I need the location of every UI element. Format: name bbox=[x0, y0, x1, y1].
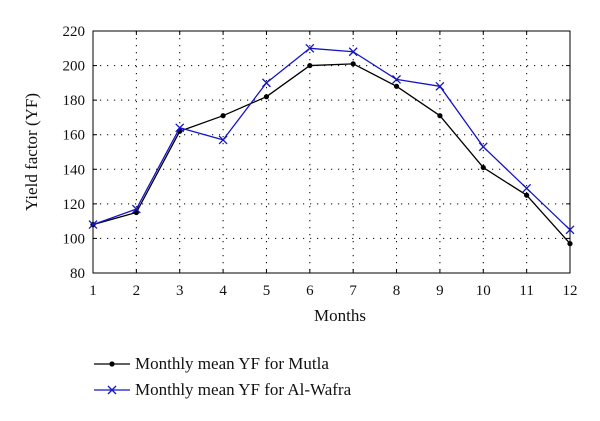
data-point-mutla bbox=[567, 241, 573, 247]
data-point-al-wafra bbox=[88, 220, 98, 230]
series-line-al-wafra bbox=[92, 47, 571, 231]
legend-entry-mutla: Monthly mean YF for Mutla bbox=[94, 354, 329, 373]
legend-marker-mutla bbox=[109, 361, 115, 367]
data-point-al-wafra bbox=[348, 47, 358, 57]
data-point-al-wafra bbox=[565, 225, 575, 235]
x-tick-label: 10 bbox=[476, 283, 491, 299]
data-point-al-wafra bbox=[175, 123, 185, 133]
data-point-mutla bbox=[524, 192, 530, 198]
data-point-al-wafra bbox=[392, 74, 402, 84]
x-tick-label: 2 bbox=[133, 283, 141, 299]
data-point-al-wafra bbox=[478, 142, 488, 152]
data-point-mutla bbox=[480, 164, 486, 171]
x-tick-label: 12 bbox=[563, 283, 578, 299]
data-point-al-wafra bbox=[261, 78, 271, 88]
y-tick-label: 100 bbox=[63, 231, 86, 247]
y-tick-label: 120 bbox=[63, 197, 86, 213]
x-tick-label: 11 bbox=[519, 283, 533, 299]
plot-area-frame bbox=[92, 30, 571, 274]
x-tick-label: 6 bbox=[306, 283, 314, 299]
y-tick-label: 80 bbox=[70, 266, 85, 282]
x-tick-label: 9 bbox=[436, 283, 444, 299]
data-point-al-wafra bbox=[435, 81, 445, 91]
y-axis-label: Yield factor (YF) bbox=[22, 93, 41, 211]
y-tick-label: 160 bbox=[63, 128, 86, 144]
grid bbox=[93, 31, 570, 273]
y-tick-label: 180 bbox=[63, 93, 86, 109]
data-point-al-wafra bbox=[522, 183, 532, 193]
x-axis-label: Months bbox=[314, 306, 366, 325]
data-point-mutla bbox=[220, 113, 226, 119]
x-tick-label: 8 bbox=[393, 283, 401, 299]
legend-label-al-wafra: Monthly mean YF for Al-Wafra bbox=[135, 380, 352, 399]
x-tick-label: 7 bbox=[349, 283, 357, 299]
series-line-mutla bbox=[92, 63, 571, 245]
x-tick-label: 1 bbox=[89, 283, 97, 299]
legend-marker-al-wafra bbox=[107, 385, 117, 395]
x-tick-label: 3 bbox=[176, 283, 184, 299]
data-point-al-wafra bbox=[305, 43, 315, 53]
y-tick-label: 140 bbox=[63, 162, 86, 178]
series-al-wafra bbox=[88, 43, 575, 235]
axis-ticks bbox=[92, 30, 571, 274]
x-tick-label: 5 bbox=[263, 283, 271, 299]
legend-label-mutla: Monthly mean YF for Mutla bbox=[135, 354, 329, 373]
legend: Monthly mean YF for Mutla Monthly mean Y… bbox=[94, 354, 352, 399]
x-tick-label: 4 bbox=[219, 283, 227, 299]
series-layer bbox=[88, 43, 575, 247]
data-point-mutla bbox=[350, 61, 356, 67]
y-tick-label: 200 bbox=[63, 59, 86, 75]
data-point-mutla bbox=[393, 83, 400, 89]
data-point-al-wafra bbox=[131, 204, 141, 214]
data-point-mutla bbox=[263, 94, 270, 100]
data-point-mutla bbox=[437, 113, 443, 119]
legend-entry-al-wafra: Monthly mean YF for Al-Wafra bbox=[94, 380, 352, 399]
series-mutla bbox=[90, 61, 573, 247]
y-tick-label: 220 bbox=[63, 24, 86, 40]
data-point-mutla bbox=[307, 62, 313, 69]
data-point-al-wafra bbox=[218, 135, 228, 145]
